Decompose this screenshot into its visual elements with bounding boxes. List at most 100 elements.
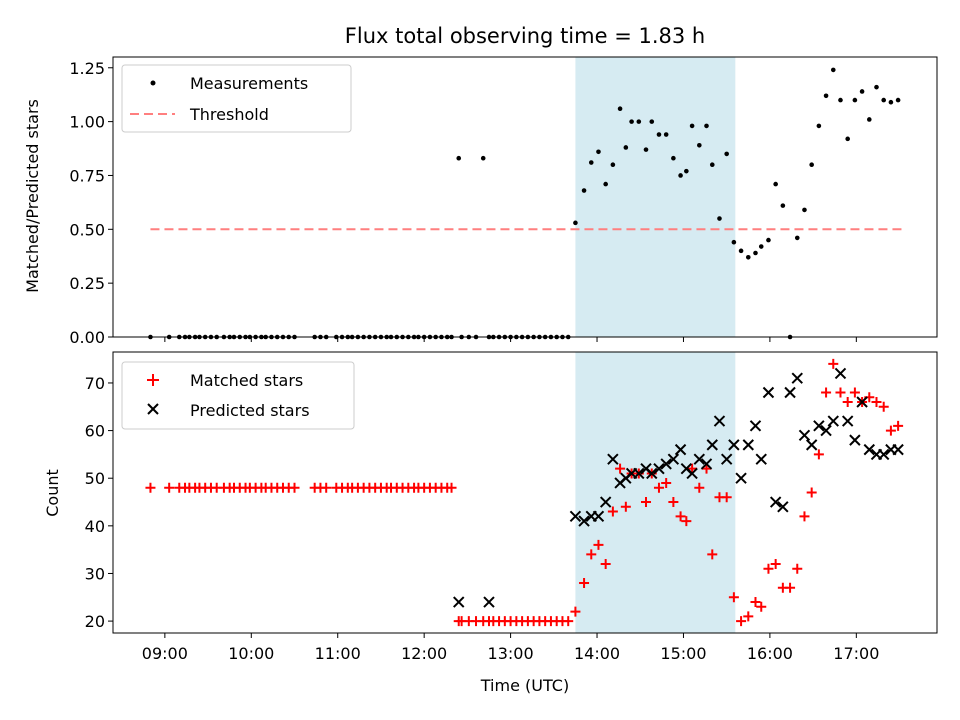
matched-star-point: [763, 563, 774, 574]
predicted-star-point: [762, 386, 775, 399]
matched-star-point: [828, 358, 839, 369]
matched-star-point: [721, 492, 732, 503]
measurement-point: [753, 250, 758, 256]
predicted-star-point: [798, 429, 811, 442]
y-tick-label: 0.25: [69, 274, 105, 293]
measurement-point: [766, 237, 771, 243]
predicted-star-point: [892, 443, 904, 456]
matched-star-point: [615, 463, 626, 474]
measurement-point: [866, 117, 872, 122]
measurement-point: [689, 123, 695, 129]
measurement-point: [731, 239, 737, 245]
predicted-star-point: [686, 467, 698, 480]
measurement-point: [480, 155, 486, 161]
matched-star-point: [849, 387, 860, 398]
matched-star-point: [653, 482, 664, 493]
count-x-ticks: 09:00 10:00 11:00 12:00 13:00 14:00 15:00 16:00…: [142, 633, 879, 663]
chart-title: Flux total observing time = 1.83 h: [345, 24, 705, 48]
predicted-star-point: [849, 434, 861, 446]
measurement-point: [623, 145, 629, 150]
measurement-point: [794, 235, 800, 241]
measurement-point: [610, 162, 616, 167]
matched-star-point: [321, 482, 332, 493]
y-tick-label: 20: [85, 612, 105, 631]
count-legend-box: [121, 361, 355, 430]
measurement-point: [643, 147, 649, 152]
matched-star-point: [579, 577, 590, 588]
x-tick-label: 14:00: [574, 644, 620, 663]
predicted-star-point: [700, 458, 713, 470]
legend-matched-label: Matched stars: [190, 371, 303, 390]
matched-star-point: [750, 597, 761, 608]
matched-star-point: [842, 397, 853, 408]
measurement-point: [663, 132, 669, 137]
matched-star-point: [871, 397, 882, 408]
matched-star-point: [563, 616, 574, 627]
matched-star-point: [675, 511, 686, 522]
measurement-point: [859, 89, 865, 94]
ratio-y-axis-label: Matched/Predicted stars: [23, 99, 42, 293]
predicted-star-point: [713, 415, 726, 427]
measurement-point: [745, 255, 751, 260]
ratio-y-ticks: 0.00 0.25 0.50 0.75 1.00 1.25: [69, 59, 113, 347]
measurement-point: [617, 106, 623, 111]
predicted-star-point: [720, 453, 733, 465]
predicted-star-point: [607, 453, 619, 465]
measurement-point: [758, 244, 764, 249]
matched-star-point: [835, 387, 846, 398]
y-tick-label: 0.00: [69, 328, 105, 347]
predicted-star-point: [728, 439, 740, 451]
predicted-star-point: [578, 515, 590, 527]
matched-star-point: [792, 563, 803, 574]
predicted-star-point: [660, 458, 672, 470]
count-y-axis-label: Count: [43, 469, 62, 517]
matched-star-point: [813, 449, 824, 460]
y-tick-label: 1.25: [69, 59, 105, 78]
legend-predicted-marker: [147, 403, 159, 415]
y-tick-label: 40: [85, 517, 105, 536]
legend-predicted-label: Predicted stars: [190, 401, 310, 420]
legend-matched-marker: [147, 374, 159, 386]
measurement-point: [773, 181, 778, 187]
predicted-star-point: [569, 510, 582, 523]
measurement-point: [709, 162, 715, 167]
measurement-point: [830, 67, 836, 73]
predicted-star-point: [769, 496, 782, 508]
measurement-point: [629, 119, 634, 124]
measurement-point: [874, 84, 879, 90]
measurement-point: [684, 168, 689, 174]
matched-star-point: [770, 558, 781, 569]
predicted-star-point: [742, 439, 754, 451]
matched-star-point: [661, 477, 672, 488]
measurement-point: [881, 97, 886, 103]
x-tick-label: 12:00: [401, 644, 447, 663]
count-points: [145, 358, 904, 627]
matched-star-point: [641, 497, 652, 508]
matched-star-point: [600, 558, 611, 569]
legend-threshold-label: Threshold: [189, 105, 269, 124]
measurement-point: [581, 188, 587, 193]
matched-star-point: [164, 482, 175, 493]
x-tick-label: 17:00: [833, 644, 879, 663]
matched-star-point: [743, 611, 754, 622]
matched-star-point: [586, 549, 597, 560]
predicted-star-point: [834, 367, 847, 380]
predicted-star-point: [805, 439, 818, 451]
predicted-star-point: [755, 453, 767, 465]
predicted-star-point: [841, 415, 854, 427]
predicted-star-point: [863, 443, 876, 456]
x-axis-label: Time (UTC): [480, 676, 569, 695]
measurement-point: [738, 248, 744, 254]
matched-star-point: [701, 463, 712, 474]
predicted-star-point: [592, 510, 605, 523]
measurement-point: [816, 123, 822, 129]
predicted-star-point: [877, 448, 890, 461]
measurement-point: [678, 173, 683, 178]
x-tick-label: 10:00: [228, 644, 274, 663]
y-tick-label: 60: [85, 422, 105, 441]
count-shaded-span: [575, 352, 736, 633]
ratio-shaded-span: [575, 57, 736, 337]
predicted-star-point: [633, 467, 645, 480]
matched-star-point: [756, 601, 767, 612]
measurement-point: [636, 119, 642, 124]
